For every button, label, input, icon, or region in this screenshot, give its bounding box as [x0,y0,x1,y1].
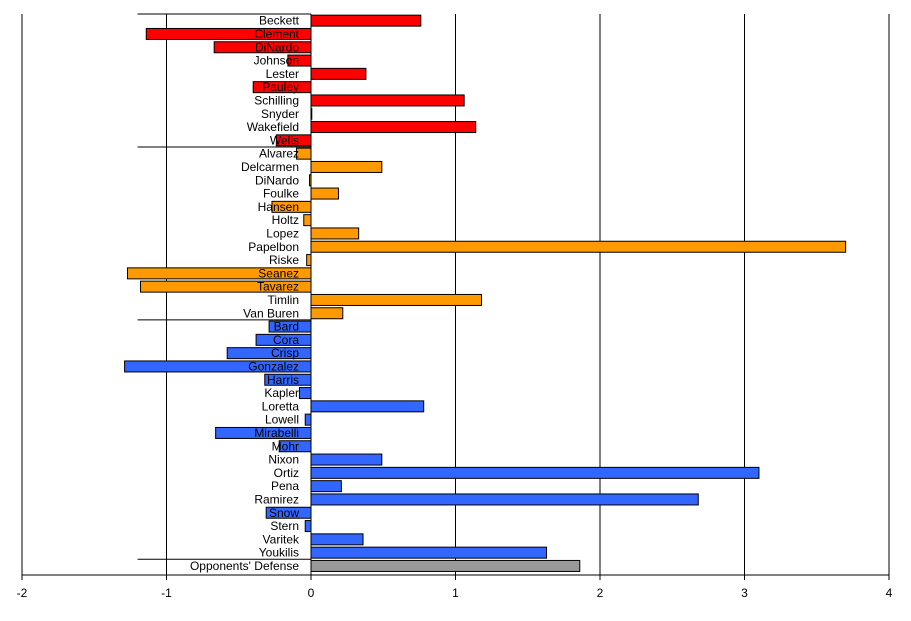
bar [310,94,465,107]
bar [310,493,699,506]
x-tick-label: -2 [17,586,28,600]
category-label: Pauley [262,80,299,94]
category-label: Bard [274,320,299,334]
bar [226,347,312,360]
bar [304,520,312,533]
bar [124,360,312,373]
bar [309,174,312,187]
category-label: Snyder [261,107,299,121]
bar [310,466,760,479]
bar [310,480,342,493]
category-label: DiNardo [255,40,299,54]
x-tick-label: 4 [886,586,893,600]
category-label: Foulke [263,187,299,201]
category-label: Seanez [258,266,299,280]
bar [268,320,312,333]
category-label: Holtz [272,213,299,227]
category-label: Hansen [258,200,299,214]
category-label: DiNardo [255,173,299,187]
bar [145,27,312,40]
bar [310,240,847,253]
bar [310,121,477,134]
bar [278,440,312,453]
category-label: Crisp [271,346,299,360]
category-label: Cora [273,333,299,347]
bar [255,333,312,346]
category-label: Youkilis [259,546,299,560]
x-tick-label: 1 [452,586,459,600]
bar [252,81,312,94]
category-label: Gonzalez [248,359,299,373]
category-label: Johnson [254,54,299,68]
category-label: Delcarmen [241,160,299,174]
category-label: Opponents' Defense [190,559,299,573]
category-label: Nixon [268,453,299,467]
category-label: Wells [270,133,299,147]
bar [215,426,312,439]
bar [298,387,312,400]
bar [264,373,312,386]
x-tick-label: 0 [308,586,315,600]
category-label: Stern [270,519,299,533]
category-label: Van Buren [243,306,299,320]
bar [303,214,312,227]
category-label: Ramirez [254,492,299,506]
category-label: Snow [269,506,299,520]
bar [310,400,425,413]
bar [310,160,383,173]
bar [310,546,548,559]
category-label: Mirabelli [254,426,299,440]
category-label: Ortiz [274,466,299,480]
bar [310,187,339,200]
bar [275,134,312,147]
category-label: Varitek [263,532,300,546]
bar [265,506,312,519]
bar [139,280,312,293]
category-label: Lowell [265,413,299,427]
bar [310,67,367,80]
category-label: Beckett [259,14,300,28]
bar [304,413,312,426]
bar [310,227,360,240]
category-label: Riske [269,253,299,267]
category-label: Schilling [254,93,299,107]
x-tick-label: 2 [597,586,604,600]
bar [310,307,344,320]
bar [310,453,383,466]
bar [310,293,483,306]
category-label: Lopez [266,226,299,240]
category-label: Mohr [272,439,299,453]
bar [310,533,364,546]
bar [271,200,312,213]
category-label: Kapler [264,386,299,400]
category-label: Lester [266,67,299,81]
bar [296,147,312,160]
category-label: Alvarez [259,147,299,161]
category-label: Wakefield [247,120,299,134]
category-label: Pena [271,479,299,493]
bar [306,254,312,267]
bar [213,41,312,54]
bar [310,14,422,27]
category-label: Timlin [267,293,299,307]
bar [310,107,313,120]
category-label: Clement [254,27,299,41]
bar [287,54,312,67]
x-tick-label: -1 [161,586,172,600]
category-label: Tavarez [257,280,299,294]
category-label: Harris [267,373,299,387]
bar [126,267,312,280]
x-tick-label: 3 [741,586,748,600]
bar [310,559,581,572]
category-label: Papelbon [248,240,299,254]
category-label: Loretta [262,399,300,413]
